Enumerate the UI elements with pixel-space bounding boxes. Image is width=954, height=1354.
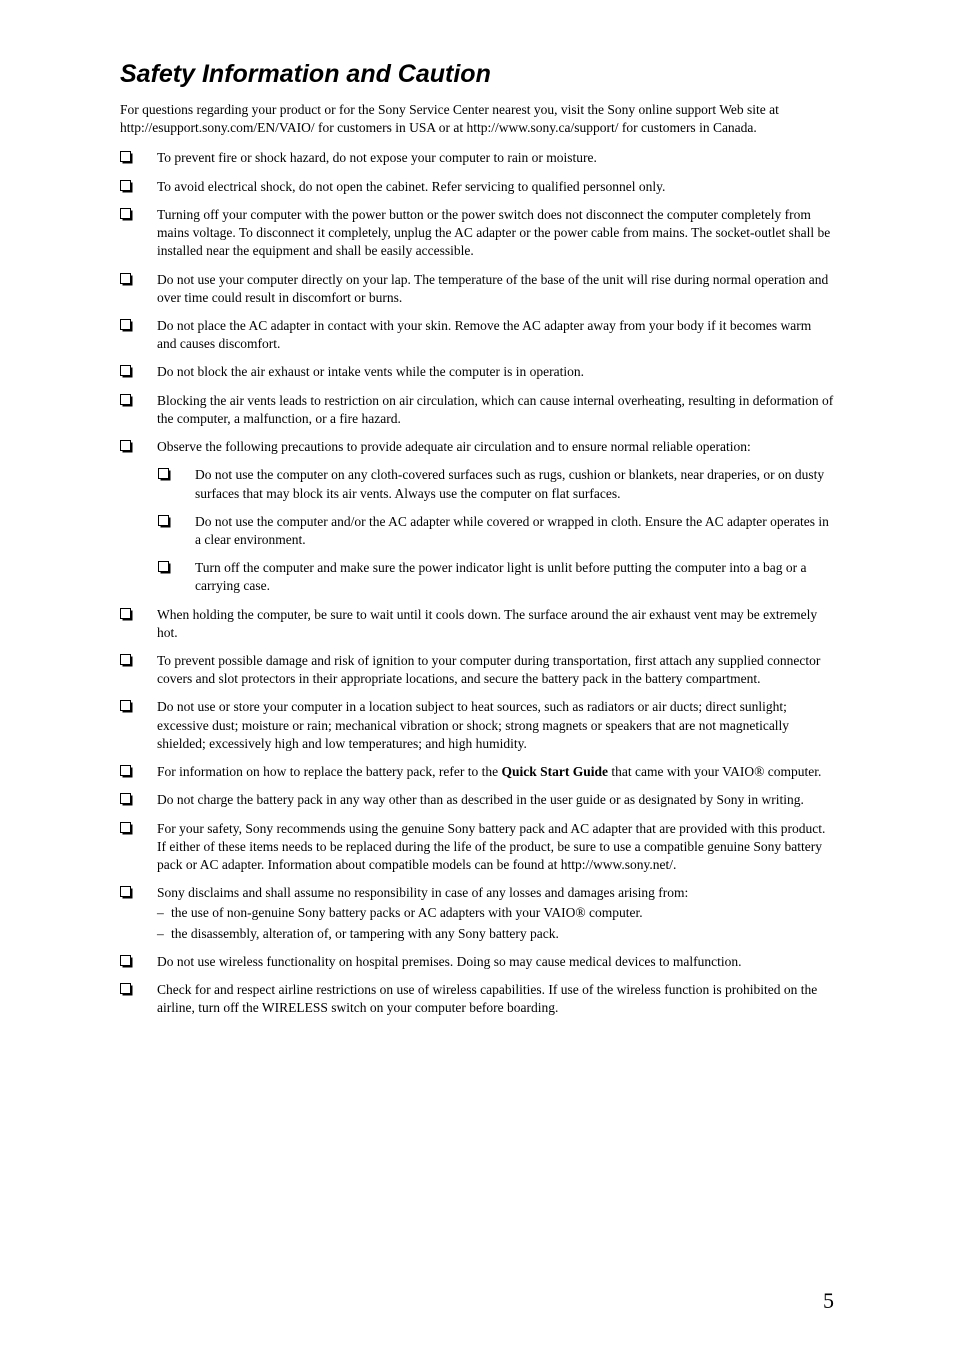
square-bullet-icon: [120, 793, 133, 806]
list-item: For information on how to replace the ba…: [120, 763, 834, 781]
list-item: Do not use wireless functionality on hos…: [120, 953, 834, 971]
list-item-text: Turning off your computer with the power…: [157, 206, 834, 261]
list-item-text: Observe the following precautions to pro…: [157, 438, 834, 456]
dash-icon: –: [157, 904, 171, 922]
list-item-text: Check for and respect airline restrictio…: [157, 981, 834, 1017]
list-item: Turning off your computer with the power…: [120, 206, 834, 261]
square-bullet-icon: [120, 608, 133, 621]
list-item: When holding the computer, be sure to wa…: [120, 606, 834, 642]
square-bullet-icon: [120, 886, 133, 899]
list-item-text: Do not charge the battery pack in any wa…: [157, 791, 834, 809]
list-item-text: Turn off the computer and make sure the …: [195, 559, 834, 595]
intro-paragraph: For questions regarding your product or …: [120, 101, 834, 137]
page-title: Safety Information and Caution: [120, 60, 834, 89]
list-item-text: Do not block the air exhaust or intake v…: [157, 363, 834, 381]
square-bullet-icon: [120, 319, 133, 332]
list-item-text: Blocking the air vents leads to restrict…: [157, 392, 834, 428]
square-bullet-icon: [158, 515, 171, 528]
list-item: To prevent fire or shock hazard, do not …: [120, 149, 834, 167]
list-item: Do not charge the battery pack in any wa…: [120, 791, 834, 809]
safety-list: To prevent fire or shock hazard, do not …: [120, 149, 834, 1017]
list-item-text: Do not place the AC adapter in contact w…: [157, 317, 834, 353]
list-item: Do not block the air exhaust or intake v…: [120, 363, 834, 381]
square-bullet-icon: [120, 180, 133, 193]
dash-sub-item: –the disassembly, alteration of, or tamp…: [157, 925, 834, 943]
list-item-text: For information on how to replace the ba…: [157, 763, 834, 781]
list-item: Sony disclaims and shall assume no respo…: [120, 884, 834, 943]
square-bullet-icon: [158, 561, 171, 574]
list-item: Observe the following precautions to pro…: [120, 438, 834, 456]
list-item-nested: Do not use the computer on any cloth-cov…: [158, 466, 834, 502]
square-bullet-icon: [120, 394, 133, 407]
list-item-text: To prevent fire or shock hazard, do not …: [157, 149, 834, 167]
list-item: Do not place the AC adapter in contact w…: [120, 317, 834, 353]
square-bullet-icon: [120, 822, 133, 835]
list-item-nested: Turn off the computer and make sure the …: [158, 559, 834, 595]
list-item-text: When holding the computer, be sure to wa…: [157, 606, 834, 642]
list-item-text: Do not use the computer and/or the AC ad…: [195, 513, 834, 549]
list-item-text: To prevent possible damage and risk of i…: [157, 652, 834, 688]
dash-icon: –: [157, 925, 171, 943]
square-bullet-icon: [120, 365, 133, 378]
square-bullet-icon: [120, 700, 133, 713]
square-bullet-icon: [120, 654, 133, 667]
dash-sub-item: –the use of non-genuine Sony battery pac…: [157, 904, 834, 922]
square-bullet-icon: [120, 208, 133, 221]
square-bullet-icon: [120, 955, 133, 968]
document-page: Safety Information and Caution For quest…: [0, 0, 954, 1354]
list-item-text: Do not use the computer on any cloth-cov…: [195, 466, 834, 502]
square-bullet-icon: [120, 983, 133, 996]
list-item: Check for and respect airline restrictio…: [120, 981, 834, 1017]
list-item-text: Do not use wireless functionality on hos…: [157, 953, 834, 971]
square-bullet-icon: [120, 151, 133, 164]
square-bullet-icon: [120, 440, 133, 453]
list-item: Do not use your computer directly on you…: [120, 271, 834, 307]
list-item: Blocking the air vents leads to restrict…: [120, 392, 834, 428]
list-item-text: To avoid electrical shock, do not open t…: [157, 178, 834, 196]
list-item-nested: Do not use the computer and/or the AC ad…: [158, 513, 834, 549]
list-item-text: Do not use or store your computer in a l…: [157, 698, 834, 753]
list-item: Do not use or store your computer in a l…: [120, 698, 834, 753]
square-bullet-icon: [120, 273, 133, 286]
list-item: For your safety, Sony recommends using t…: [120, 820, 834, 875]
page-number: 5: [823, 1288, 834, 1314]
list-item-text: Sony disclaims and shall assume no respo…: [157, 884, 834, 943]
square-bullet-icon: [120, 765, 133, 778]
list-item-text: Do not use your computer directly on you…: [157, 271, 834, 307]
list-item-text: For your safety, Sony recommends using t…: [157, 820, 834, 875]
list-item: To avoid electrical shock, do not open t…: [120, 178, 834, 196]
list-item: To prevent possible damage and risk of i…: [120, 652, 834, 688]
square-bullet-icon: [158, 468, 171, 481]
